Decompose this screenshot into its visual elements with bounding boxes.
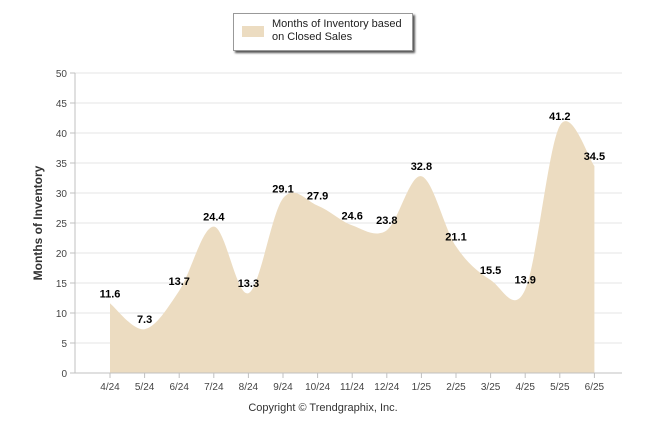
data-label: 29.1 xyxy=(272,183,293,195)
legend-swatch xyxy=(242,26,264,37)
data-label: 15.5 xyxy=(480,265,501,277)
data-label: 41.2 xyxy=(549,111,570,123)
y-tick-label: 45 xyxy=(56,99,68,110)
legend: Months of Inventory based on Closed Sale… xyxy=(233,13,413,51)
x-tick-label: 8/24 xyxy=(239,382,259,393)
x-tick-label: 4/25 xyxy=(515,382,535,393)
x-tick-label: 2/25 xyxy=(446,382,466,393)
y-tick-label: 50 xyxy=(56,69,68,80)
y-tick-label: 35 xyxy=(56,159,68,170)
legend-label: Months of Inventory based on Closed Sale… xyxy=(272,18,402,43)
x-tick-label: 3/25 xyxy=(481,382,501,393)
y-tick-label: 10 xyxy=(56,309,68,320)
data-label: 34.5 xyxy=(584,151,605,163)
y-axis-ticks: 0 5 10 15 20 25 30 35 40 45 50 xyxy=(56,69,75,380)
x-tick-label: 11/24 xyxy=(340,382,365,393)
x-tick-label: 6/24 xyxy=(169,382,189,393)
x-tick-label: 7/24 xyxy=(204,382,224,393)
data-label: 13.7 xyxy=(168,276,189,288)
y-tick-label: 25 xyxy=(56,219,68,230)
area-series xyxy=(110,121,595,373)
x-tick-label: 12/24 xyxy=(374,382,399,393)
data-label: 27.9 xyxy=(307,191,328,203)
y-tick-label: 30 xyxy=(56,189,68,200)
data-label: 24.4 xyxy=(203,212,225,224)
x-tick-label: 4/24 xyxy=(100,382,120,393)
y-tick-label: 20 xyxy=(56,249,68,260)
data-label: 21.1 xyxy=(445,231,466,243)
x-tick-label: 10/24 xyxy=(305,382,330,393)
x-tick-label: 1/25 xyxy=(412,382,432,393)
x-axis-ticks: 4/24 5/24 6/24 7/24 8/24 9/24 10/24 11/24 12/24 1… xyxy=(100,373,605,393)
x-tick-label: 9/24 xyxy=(273,382,293,393)
copyright-footer: Copyright © Trendgraphix, Inc. xyxy=(248,402,398,414)
data-label: 24.6 xyxy=(341,210,362,222)
data-labels: 11.6 7.3 13.7 24.4 13.3 29.1 27.9 24.6 23.8 32.8 2… xyxy=(100,111,606,326)
data-label: 23.8 xyxy=(376,215,397,227)
x-tick-label: 5/24 xyxy=(135,382,155,393)
y-tick-label: 15 xyxy=(56,279,68,290)
x-tick-label: 5/25 xyxy=(550,382,570,393)
y-axis-title: Months of Inventory xyxy=(31,165,45,281)
area-fill xyxy=(110,121,595,373)
data-label: 13.9 xyxy=(514,275,535,287)
data-label: 11.6 xyxy=(100,288,121,300)
y-tick-label: 5 xyxy=(61,339,67,350)
data-label: 7.3 xyxy=(137,314,152,326)
data-label: 13.3 xyxy=(238,278,259,290)
y-tick-label: 40 xyxy=(56,129,68,140)
data-label: 32.8 xyxy=(411,161,432,173)
x-tick-label: 6/25 xyxy=(585,382,605,393)
y-tick-label: 0 xyxy=(61,369,67,380)
